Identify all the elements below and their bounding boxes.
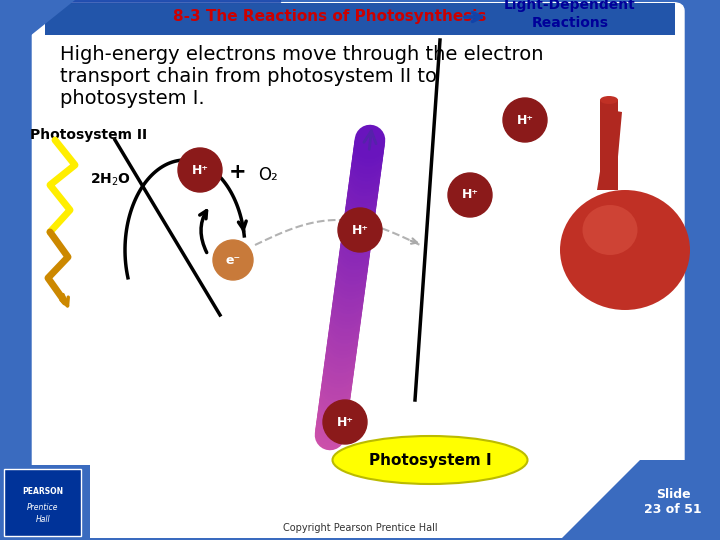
Polygon shape	[597, 110, 622, 190]
Ellipse shape	[333, 436, 528, 484]
Text: +: +	[229, 162, 247, 182]
Text: Light-Dependent
Reactions: Light-Dependent Reactions	[504, 0, 636, 30]
Text: 2H$_2$O: 2H$_2$O	[90, 172, 131, 188]
Text: O₂: O₂	[258, 166, 278, 184]
Text: Slide
23 of 51: Slide 23 of 51	[644, 488, 702, 516]
Circle shape	[323, 400, 367, 444]
Text: Photosystem I: Photosystem I	[369, 453, 491, 468]
Circle shape	[503, 98, 547, 142]
Text: H⁺: H⁺	[192, 164, 209, 177]
Text: 8-3 The Reactions of Photosynthesis: 8-3 The Reactions of Photosynthesis	[174, 10, 487, 24]
Ellipse shape	[582, 205, 637, 255]
Text: transport chain from photosystem II to: transport chain from photosystem II to	[60, 67, 437, 86]
Ellipse shape	[600, 96, 618, 104]
Ellipse shape	[560, 190, 690, 310]
FancyBboxPatch shape	[4, 469, 81, 536]
Text: Prentice: Prentice	[27, 503, 59, 511]
Text: Copyright Pearson Prentice Hall: Copyright Pearson Prentice Hall	[283, 523, 437, 533]
Text: Photosystem II: Photosystem II	[30, 128, 147, 142]
Text: H⁺: H⁺	[351, 224, 369, 237]
Circle shape	[448, 173, 492, 217]
Polygon shape	[0, 0, 75, 60]
Text: High-energy electrons move through the electron: High-energy electrons move through the e…	[60, 45, 544, 64]
Polygon shape	[560, 460, 720, 540]
Circle shape	[338, 208, 382, 252]
Circle shape	[213, 240, 253, 280]
Text: H⁺: H⁺	[462, 188, 479, 201]
Text: H⁺: H⁺	[516, 113, 534, 126]
Circle shape	[178, 148, 222, 192]
Polygon shape	[0, 465, 90, 540]
Text: e⁻: e⁻	[225, 253, 240, 267]
FancyBboxPatch shape	[45, 3, 675, 35]
Text: Hall: Hall	[36, 516, 50, 524]
Text: PEARSON: PEARSON	[22, 488, 63, 496]
Polygon shape	[600, 100, 618, 190]
Text: photosystem I.: photosystem I.	[60, 89, 204, 108]
Text: H⁺: H⁺	[336, 415, 354, 429]
